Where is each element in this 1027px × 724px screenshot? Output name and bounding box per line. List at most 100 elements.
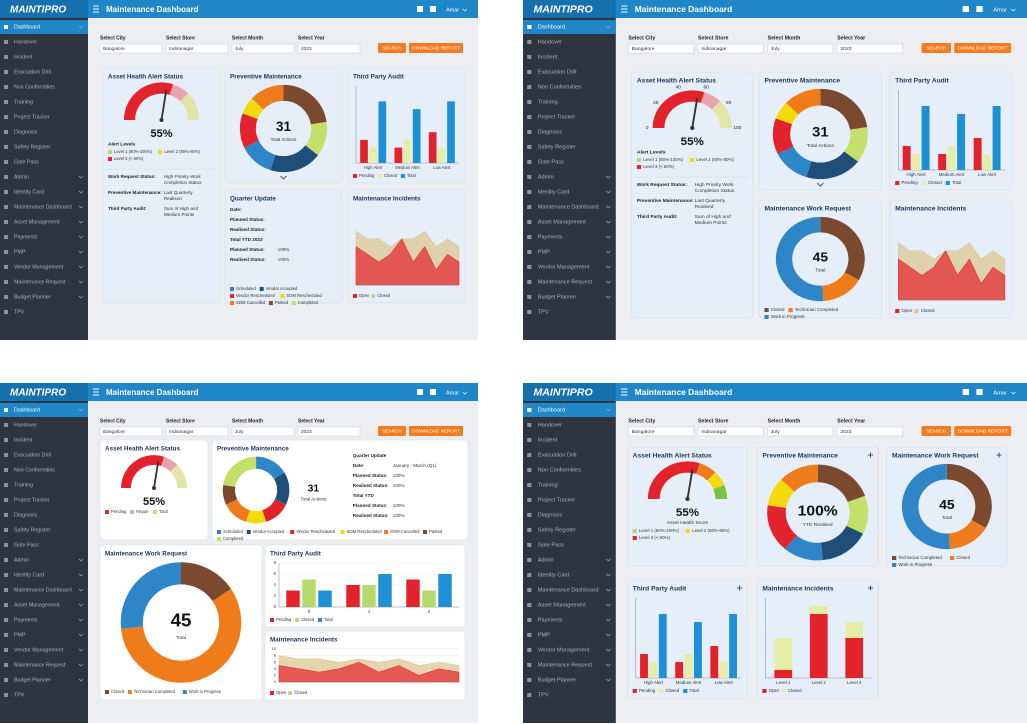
button[interactable] bbox=[378, 426, 406, 436]
expand-icon[interactable] bbox=[867, 585, 874, 591]
sidebar-item[interactable]: Budget Planner bbox=[538, 678, 577, 684]
expand-icon[interactable] bbox=[867, 452, 874, 458]
sidebar-item[interactable]: PMP bbox=[538, 250, 550, 256]
user-name[interactable]: Amar bbox=[446, 7, 459, 13]
button[interactable] bbox=[954, 43, 1012, 53]
sidebar-item[interactable]: Asset Management bbox=[14, 219, 60, 225]
sidebar-item[interactable]: Admin bbox=[538, 175, 554, 181]
sidebar-item[interactable]: Non Conformities bbox=[538, 85, 581, 91]
sidebar-item[interactable]: Dashboard bbox=[14, 407, 40, 413]
sidebar-item[interactable]: Evacuation Drill bbox=[14, 69, 51, 75]
message-icon[interactable] bbox=[430, 389, 436, 395]
sidebar-item[interactable]: Incident bbox=[538, 55, 558, 61]
sidebar-item[interactable]: Project Tracker bbox=[14, 114, 50, 120]
sidebar-item[interactable]: Payments bbox=[538, 618, 563, 624]
sidebar-item[interactable]: Training bbox=[14, 99, 33, 105]
sidebar-item[interactable]: Maintenance Dashboard bbox=[538, 588, 599, 594]
filter-input[interactable] bbox=[231, 43, 295, 54]
sidebar-item[interactable]: Gate Pass bbox=[538, 160, 564, 166]
sidebar-item[interactable]: Diagnosis bbox=[14, 512, 38, 518]
sidebar-item[interactable]: Vendor Management bbox=[538, 648, 590, 654]
sidebar-item[interactable]: Diagnosis bbox=[14, 129, 38, 135]
user-name[interactable]: Amar bbox=[446, 390, 459, 396]
sidebar-item[interactable]: PMP bbox=[14, 632, 26, 638]
sidebar-item[interactable]: Payments bbox=[538, 235, 563, 241]
sidebar-item[interactable]: Diagnosis bbox=[538, 513, 563, 519]
sidebar-item[interactable]: TPV bbox=[538, 693, 549, 699]
sidebar-item[interactable]: Incident bbox=[14, 437, 33, 443]
sidebar-item[interactable]: TPV bbox=[14, 309, 25, 315]
sidebar-item[interactable]: Payments bbox=[14, 234, 38, 240]
filter-input[interactable] bbox=[99, 43, 163, 54]
sidebar-item[interactable]: Handover bbox=[14, 422, 37, 428]
sidebar-item[interactable]: Maintenance Request bbox=[538, 280, 593, 286]
sidebar-item[interactable]: Non Conformities bbox=[14, 467, 55, 473]
button[interactable] bbox=[378, 43, 406, 53]
sidebar-item[interactable]: Identity Card bbox=[538, 573, 570, 579]
sidebar-item[interactable]: Evacuation Drill bbox=[14, 452, 51, 458]
sidebar-item[interactable]: TPV bbox=[14, 692, 25, 698]
filter-input[interactable] bbox=[836, 426, 903, 437]
button[interactable] bbox=[409, 426, 463, 436]
sidebar-item[interactable]: Evacuation Drill bbox=[538, 453, 577, 459]
expand-chevron[interactable] bbox=[816, 182, 824, 187]
sidebar-item[interactable]: TPV bbox=[538, 310, 549, 316]
sidebar-item[interactable]: Budget Planner bbox=[14, 677, 51, 683]
sidebar-item[interactable]: Safety Register bbox=[538, 528, 576, 534]
sidebar-item[interactable]: Handover bbox=[538, 423, 562, 429]
sidebar-item[interactable]: Project Tracker bbox=[538, 115, 576, 121]
sidebar-item[interactable]: Admin bbox=[538, 558, 554, 564]
expand-icon[interactable] bbox=[996, 452, 1002, 458]
sidebar-item[interactable]: Asset Management bbox=[538, 603, 587, 609]
notification-icon[interactable] bbox=[962, 6, 970, 12]
notification-icon[interactable] bbox=[417, 6, 423, 12]
sidebar-item[interactable]: Maintenance Dashboard bbox=[14, 204, 72, 210]
sidebar-item[interactable]: Training bbox=[538, 483, 558, 489]
button[interactable] bbox=[409, 43, 463, 53]
sidebar-item[interactable]: Vendor Management bbox=[538, 265, 590, 271]
sidebar-item[interactable]: Safety Register bbox=[14, 527, 50, 533]
sidebar-item[interactable]: Identity Card bbox=[538, 190, 570, 196]
notification-icon[interactable] bbox=[962, 389, 970, 395]
sidebar-item[interactable]: Non Conformities bbox=[14, 84, 55, 90]
sidebar-item[interactable]: Project Tracker bbox=[14, 497, 50, 503]
sidebar-item[interactable]: Admin bbox=[14, 174, 29, 180]
message-icon[interactable] bbox=[430, 6, 436, 12]
sidebar-item[interactable]: Incident bbox=[538, 438, 558, 444]
sidebar-item[interactable]: PMP bbox=[14, 249, 26, 255]
sidebar-item[interactable]: Non Conformities bbox=[538, 468, 581, 474]
filter-input[interactable] bbox=[165, 426, 229, 437]
sidebar-item[interactable]: Gate Pass bbox=[14, 159, 39, 165]
button[interactable] bbox=[954, 426, 1012, 436]
sidebar-item[interactable]: Dashboard bbox=[538, 408, 565, 414]
expand-chevron[interactable] bbox=[280, 175, 287, 180]
sidebar-item[interactable]: Dashboard bbox=[14, 24, 40, 30]
sidebar-item[interactable]: Identity Card bbox=[14, 189, 44, 195]
user-name[interactable]: Amar bbox=[993, 8, 1007, 14]
sidebar-item[interactable]: Budget Planner bbox=[538, 295, 577, 301]
filter-input[interactable] bbox=[767, 426, 834, 437]
message-icon[interactable] bbox=[976, 6, 983, 12]
filter-input[interactable] bbox=[231, 426, 295, 437]
sidebar-item[interactable]: Training bbox=[538, 100, 558, 106]
sidebar-item[interactable]: Admin bbox=[14, 557, 29, 563]
sidebar-item[interactable]: Payments bbox=[14, 617, 38, 623]
sidebar-item[interactable]: Diagnosis bbox=[538, 130, 563, 136]
sidebar-item[interactable]: Maintenance Request bbox=[538, 663, 593, 669]
sidebar-item[interactable]: Asset Management bbox=[14, 602, 60, 608]
sidebar-item[interactable]: Handover bbox=[14, 39, 37, 45]
sidebar-item[interactable]: Gate Pass bbox=[14, 542, 39, 548]
message-icon[interactable] bbox=[976, 389, 983, 395]
sidebar-item[interactable]: Budget Planner bbox=[14, 294, 51, 300]
sidebar-item[interactable]: Safety Register bbox=[14, 144, 50, 150]
user-name[interactable]: Amar bbox=[993, 391, 1007, 397]
sidebar-item[interactable]: Evacuation Drill bbox=[538, 70, 577, 76]
sidebar-item[interactable]: Maintenance Dashboard bbox=[14, 587, 72, 593]
filter-input[interactable] bbox=[697, 426, 764, 437]
filter-input[interactable] bbox=[297, 426, 361, 437]
sidebar-item[interactable]: Identity Card bbox=[14, 572, 44, 578]
sidebar-item[interactable]: Maintenance Request bbox=[14, 662, 66, 668]
expand-icon[interactable] bbox=[737, 585, 743, 591]
sidebar-item[interactable]: Dashboard bbox=[538, 25, 565, 31]
sidebar-item[interactable]: Project Tracker bbox=[538, 498, 576, 504]
